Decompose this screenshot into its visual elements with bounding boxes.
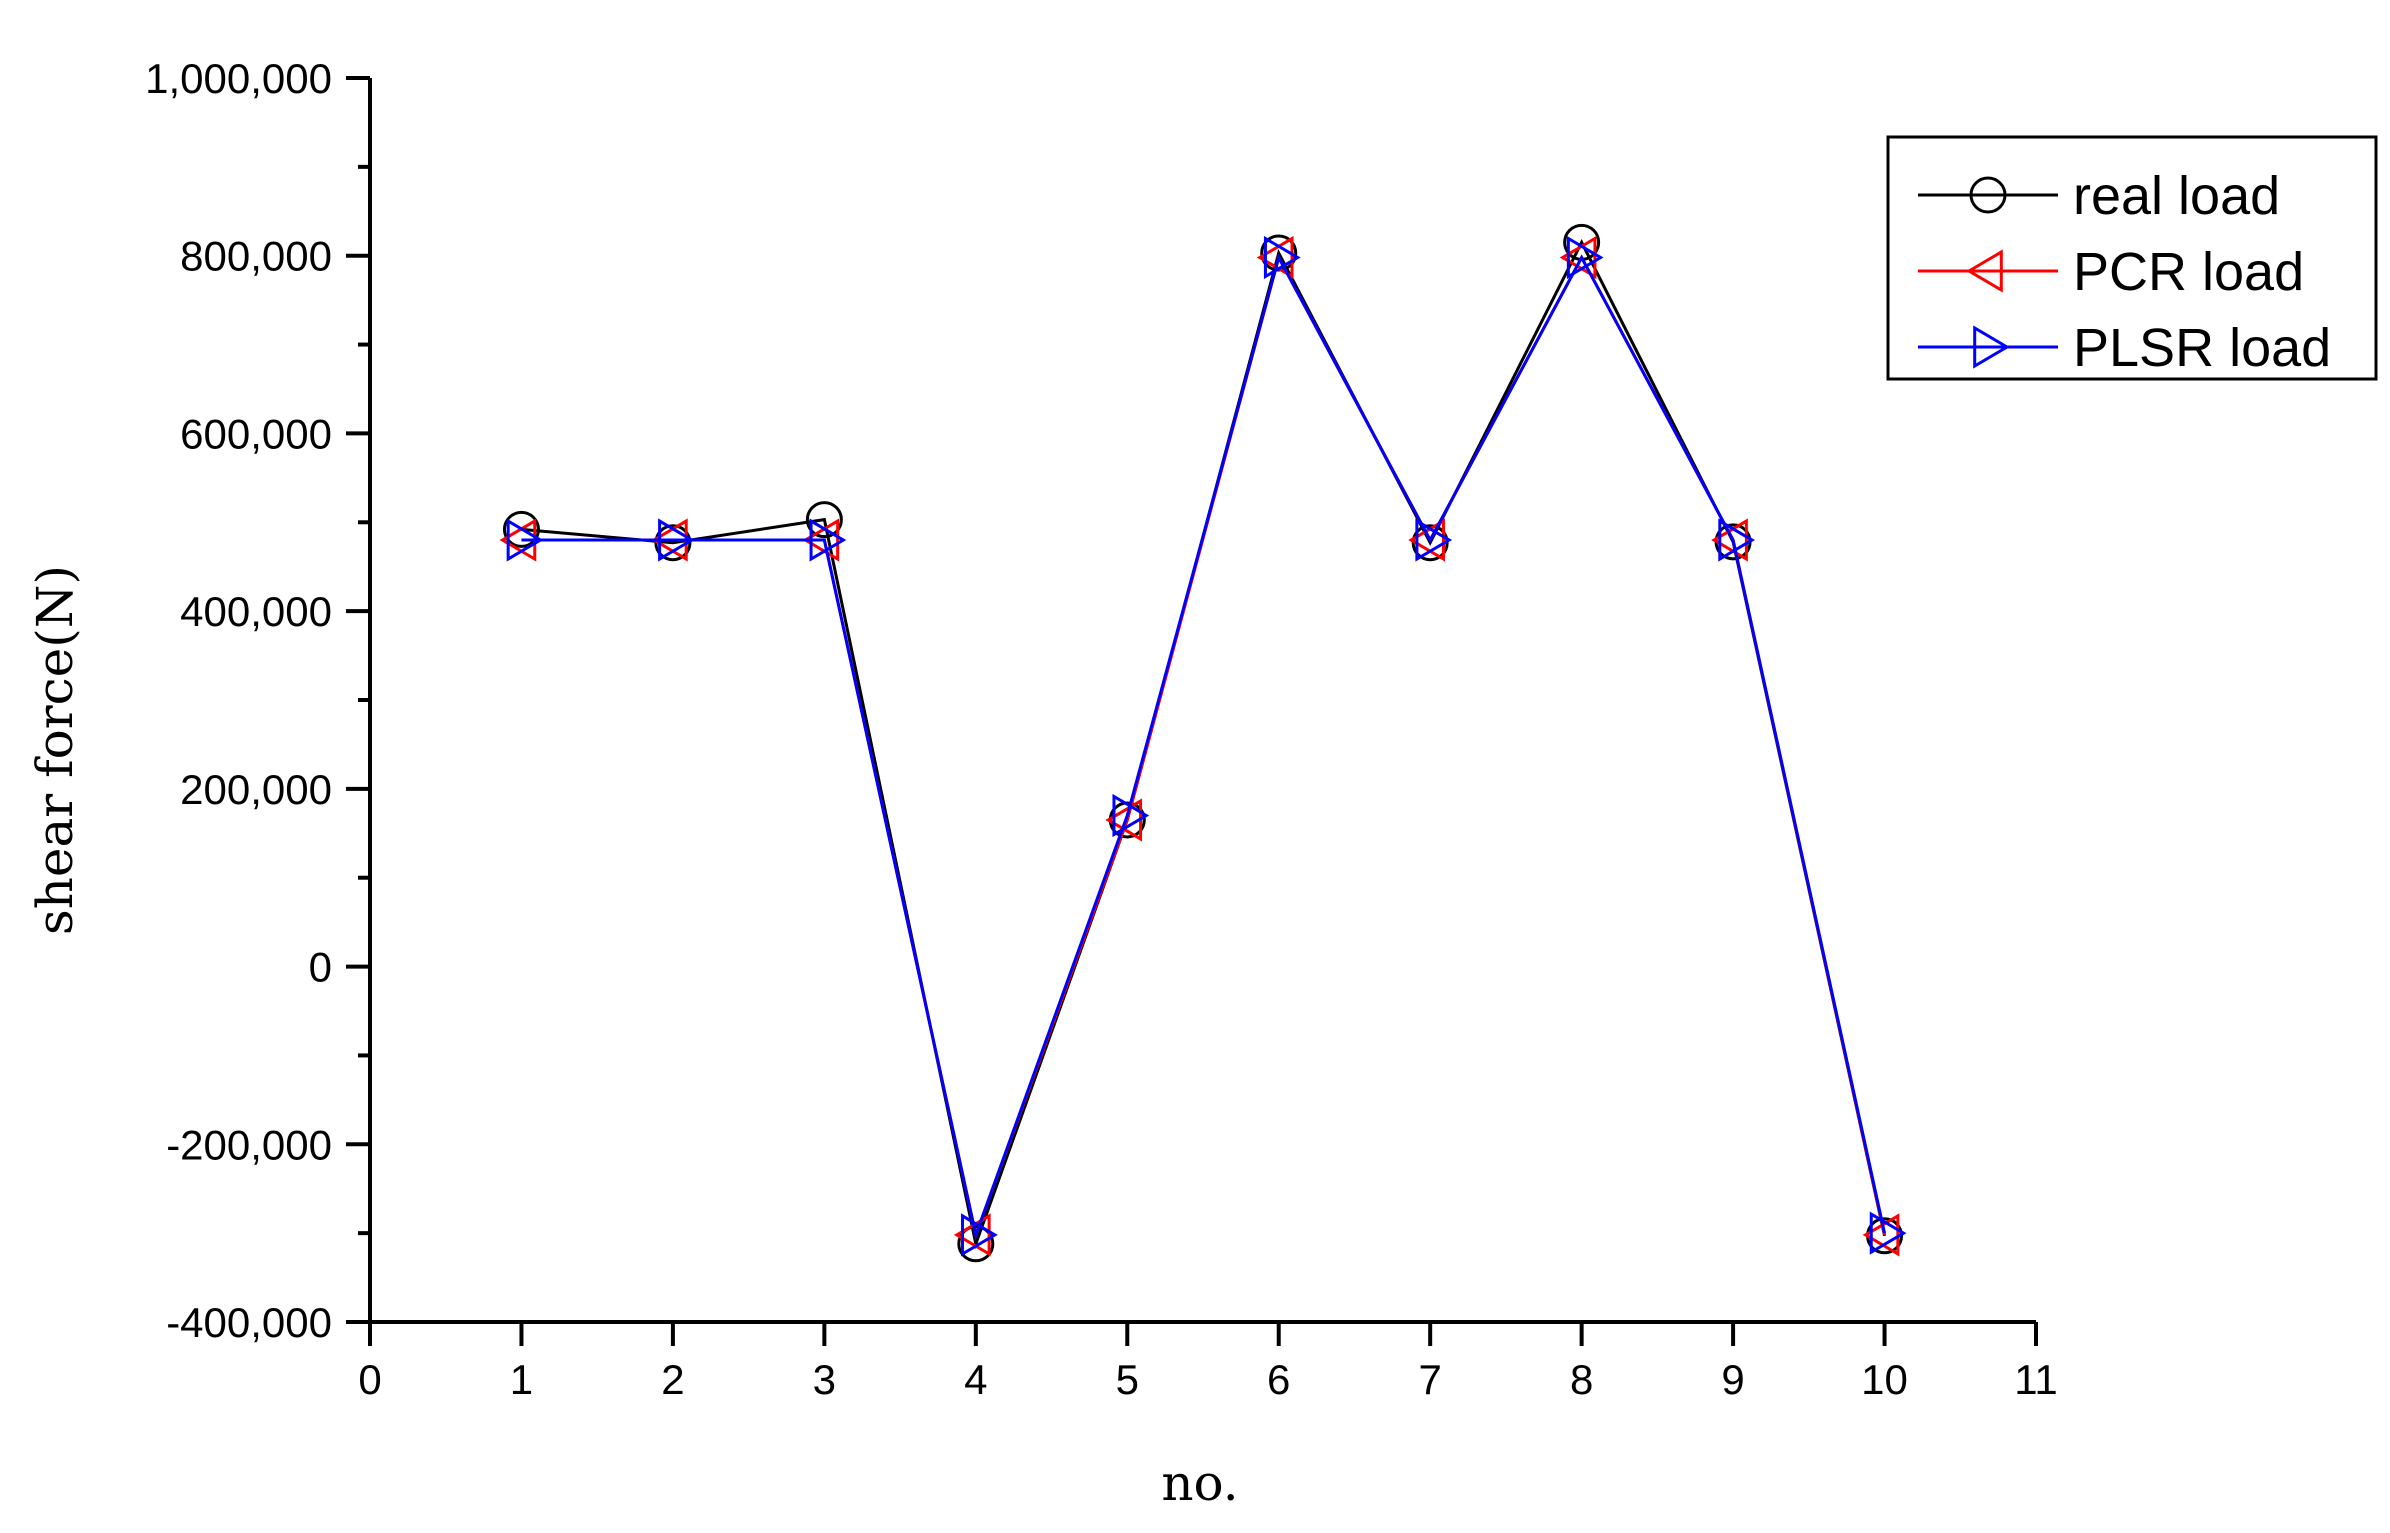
data-point-real-load [805,501,843,539]
x-axis-title: no. [1161,1454,1238,1512]
data-point-plsr-load [1415,518,1453,562]
x-tick-label: 7 [1419,1356,1442,1403]
legend-label-pcr-load: PCR load [2073,242,2304,302]
legend-item-real-load: real load [1918,166,2280,226]
legend-box [1886,135,2378,381]
legend-marker-pcr-load [1966,249,2003,293]
data-point-pcr-load [1559,235,1597,280]
legend-label-plsr-load: PLSR load [2073,318,2331,378]
series-line-plsr-load [521,253,1887,1241]
y-tick-label: 600,000 [180,410,332,457]
data-point-plsr-load [1718,518,1756,562]
y-tick-label: -400,000 [166,1299,332,1346]
legend-marker-plsr-load [1973,325,2010,369]
legend-marker-real-load [1969,176,2007,214]
data-point-pcr-load [1711,518,1748,562]
x-tick-label: 8 [1570,1356,1593,1403]
data-point-plsr-load [506,518,544,562]
legend: real load PCR load PLSR load [1886,135,2378,381]
data-point-plsr-load [1263,235,1301,280]
series-real-load [502,223,1904,1263]
series-plsr-load [506,235,1907,1257]
axes [368,78,2036,1324]
legend-label-real-load: real load [2073,166,2280,226]
y-tick-label: 800,000 [180,233,332,280]
data-point-plsr-load [1566,235,1604,280]
x-tick-label: 5 [1116,1356,1139,1403]
data-point-plsr-load [658,518,695,562]
x-tick-label: 10 [1861,1356,1908,1403]
x-tick-label: 3 [813,1356,836,1403]
x-tick-label: 11 [2014,1356,2058,1403]
x-tick-label: 0 [358,1356,381,1403]
data-point-plsr-load [809,518,847,562]
x-tick-label: 2 [661,1356,684,1403]
data-point-real-load [502,510,540,548]
series-line-pcr-load [521,253,1887,1241]
y-tick-label: 0 [309,944,332,991]
y-tick-label: -200,000 [166,1121,332,1168]
y-axis-ticks: -400,000 -200,000 0 200,000 400,000 600,000 80… [145,55,370,1346]
data-point-real-load [957,1225,995,1263]
legend-item-plsr-load: PLSR load [1918,318,2331,378]
x-axis-ticks: 0 1 2 3 4 5 6 7 8 9 10 11 [358,1322,2058,1403]
data-point-plsr-load [1112,793,1150,838]
data-point-plsr-load [1869,1211,1907,1255]
y-tick-label: 400,000 [180,588,332,635]
data-point-pcr-load [802,518,840,562]
legend-item-pcr-load: PCR load [1918,242,2304,302]
x-tick-label: 1 [510,1356,533,1403]
x-tick-label: 6 [1267,1356,1290,1403]
series-layer [499,223,1907,1263]
series-line-real-load [521,239,1887,1250]
data-point-pcr-load [1408,518,1445,562]
data-point-plsr-load [961,1213,998,1257]
y-tick-label: 200,000 [180,766,332,813]
y-tick-label: 1,000,000 [145,55,332,102]
x-tick-label: 4 [964,1356,987,1403]
series-pcr-load [499,235,1900,1257]
y-axis-title: shear force(N) [26,565,84,935]
x-tick-label: 9 [1721,1356,1744,1403]
